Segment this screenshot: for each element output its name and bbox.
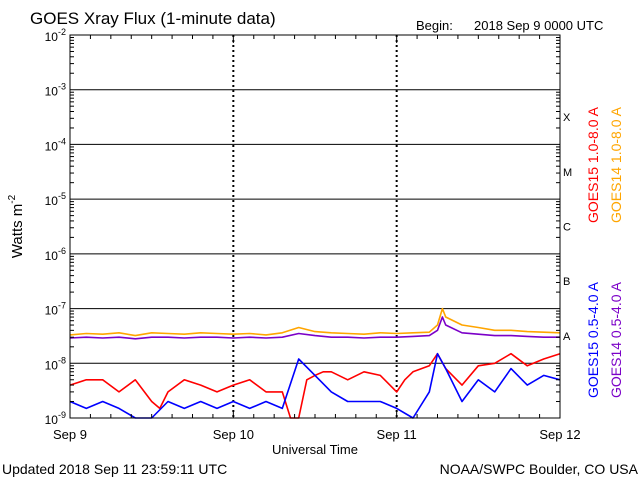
footer-credit: NOAA/SWPC Boulder, CO USA (440, 461, 639, 477)
series-line-goes15-0-5-4-0-a (69, 352, 561, 419)
y-tick-label: 10-6 (45, 246, 66, 263)
legend-entry-goes14-0-5-4-0-a: GOES14 0.5-4.0 A (608, 281, 624, 398)
grid-layer (70, 35, 560, 418)
y-axis-label: Watts m-2 (7, 194, 26, 258)
begin-label: Begin: (416, 18, 453, 33)
flare-class-a: A (563, 331, 571, 343)
legend-entry-goes14-1-0-8-0-a: GOES14 1.0-8.0 A (608, 106, 624, 223)
series-line-goes14-0-5-4-0-a (69, 316, 560, 340)
flare-class-x: X (563, 112, 571, 124)
axis-layer: 10-9 10-8 10-7 10-6 10-5 10-4 10-3 10-2 Sep 9 Sep… (7, 27, 581, 442)
y-tick-label: 10-2 (45, 27, 66, 44)
series-line-goes14-1-0-8-0-a (69, 307, 561, 337)
y-tick-label: 10-3 (45, 82, 66, 99)
y-tick-label: 10-9 (45, 410, 66, 427)
y-tick-label: 10-8 (45, 355, 66, 372)
x-tick-label: Sep 9 (53, 427, 87, 442)
chart-title: GOES Xray Flux (1-minute data) (30, 9, 276, 28)
y-tick-label: 10-5 (45, 191, 66, 208)
flare-class-layer: A B C M X (563, 112, 572, 343)
footer-updated: Updated 2018 Sep 11 23:59:11 UTC (2, 461, 227, 477)
x-tick-label: Sep 12 (539, 427, 580, 442)
flare-class-b: B (563, 276, 570, 288)
begin-value: 2018 Sep 9 0000 UTC (474, 18, 603, 33)
legend-layer: GOES15 1.0-8.0 A GOES14 1.0-8.0 A GOES15 0… (585, 106, 624, 398)
legend-entry-goes15-1-0-8-0-a: GOES15 1.0-8.0 A (585, 106, 601, 223)
x-tick-label: Sep 10 (213, 427, 254, 442)
y-tick-label: 10-4 (45, 136, 66, 153)
flare-class-m: M (563, 167, 572, 179)
series-layer (69, 307, 561, 419)
x-axis-label: Universal Time (272, 442, 358, 457)
plot-frame (69, 34, 561, 419)
legend-entry-goes15-0-5-4-0-a: GOES15 0.5-4.0 A (585, 281, 601, 398)
flare-class-c: C (563, 222, 571, 234)
x-tick-label: Sep 11 (377, 427, 417, 442)
y-tick-label: 10-7 (45, 301, 66, 318)
